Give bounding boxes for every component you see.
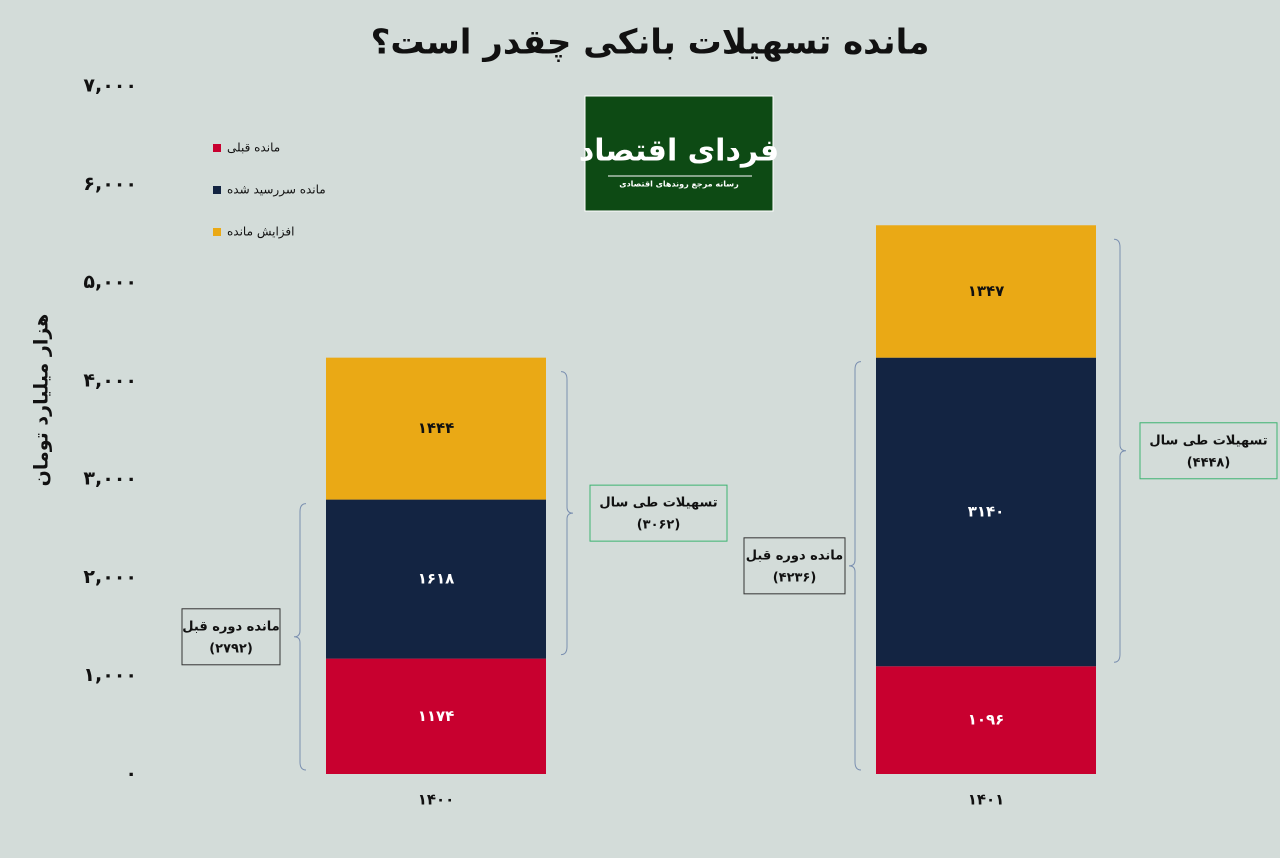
annotation-bracket xyxy=(1113,238,1127,663)
y-tick-label: ۱,۰۰۰ xyxy=(83,664,137,686)
legend-swatch xyxy=(213,228,221,236)
annotation-bracket xyxy=(848,361,862,771)
value-label: ۱۴۴۴ xyxy=(418,419,455,437)
annotation-value: (۲۷۹۲) xyxy=(209,641,253,656)
value-label: ۱۰۹۶ xyxy=(968,711,1005,729)
y-tick-label: ۰ xyxy=(125,763,137,785)
annotation-value: (۳۰۶۲) xyxy=(637,518,681,533)
logo-name: فردای اقتصاد xyxy=(579,134,779,169)
annotation-bracket xyxy=(293,503,307,771)
value-label: ۱۶۱۸ xyxy=(418,570,455,588)
annotation-value: (۴۴۴۸) xyxy=(1187,455,1231,470)
logo-box xyxy=(584,95,774,212)
logo-tagline: رسانه مرجع روندهای اقتصادی xyxy=(619,180,739,189)
bar-segment xyxy=(876,357,1096,667)
bar-segment xyxy=(326,658,546,774)
value-label: ۳۱۴۰ xyxy=(968,502,1005,520)
bar-segment xyxy=(326,357,546,500)
annotation-value: (۴۲۳۶) xyxy=(773,570,817,585)
bar-segment xyxy=(326,499,546,659)
legend-swatch xyxy=(213,144,221,152)
y-tick-label: ۶,۰۰۰ xyxy=(83,173,137,195)
y-tick-label: ۵,۰۰۰ xyxy=(83,271,137,293)
y-axis-label: هزار میلیارد تومان xyxy=(31,314,53,487)
annotation-box xyxy=(1139,422,1278,480)
y-tick-label: ۴,۰۰۰ xyxy=(83,369,137,391)
value-label: ۱۳۴۷ xyxy=(968,282,1005,300)
bar-segment xyxy=(876,666,1096,774)
value-label: ۱۱۷۴ xyxy=(418,707,455,725)
annotation-text: مانده دوره قبل xyxy=(746,548,843,563)
annotation-text: تسهیلات طی سال xyxy=(1149,433,1267,448)
y-tick-label: ۷,۰۰۰ xyxy=(83,75,137,97)
y-tick-label: ۳,۰۰۰ xyxy=(83,468,137,490)
logo: فردای اقتصاد رسانه مرجع روندهای اقتصادی xyxy=(579,95,779,212)
legend-swatch xyxy=(213,186,221,194)
legend-label: افزایش مانده xyxy=(227,225,295,240)
x-tick-label: ۱۴۰۱ xyxy=(968,791,1005,809)
annotation-text: تسهیلات طی سال xyxy=(599,496,717,511)
annotation-box xyxy=(181,608,281,666)
annotation-text: مانده دوره قبل xyxy=(182,619,279,634)
bar-segment xyxy=(876,225,1096,358)
chart-title: مانده تسهیلات بانکی چقدر است؟ xyxy=(371,23,930,63)
annotation-bracket xyxy=(560,371,574,656)
annotation-box xyxy=(589,484,728,542)
x-tick-label: ۱۴۰۰ xyxy=(418,791,455,809)
annotation-box xyxy=(743,537,846,595)
legend-label: مانده قبلی xyxy=(227,141,280,155)
y-tick-label: ۲,۰۰۰ xyxy=(83,566,137,588)
legend-label: مانده سررسید شده xyxy=(227,183,326,198)
